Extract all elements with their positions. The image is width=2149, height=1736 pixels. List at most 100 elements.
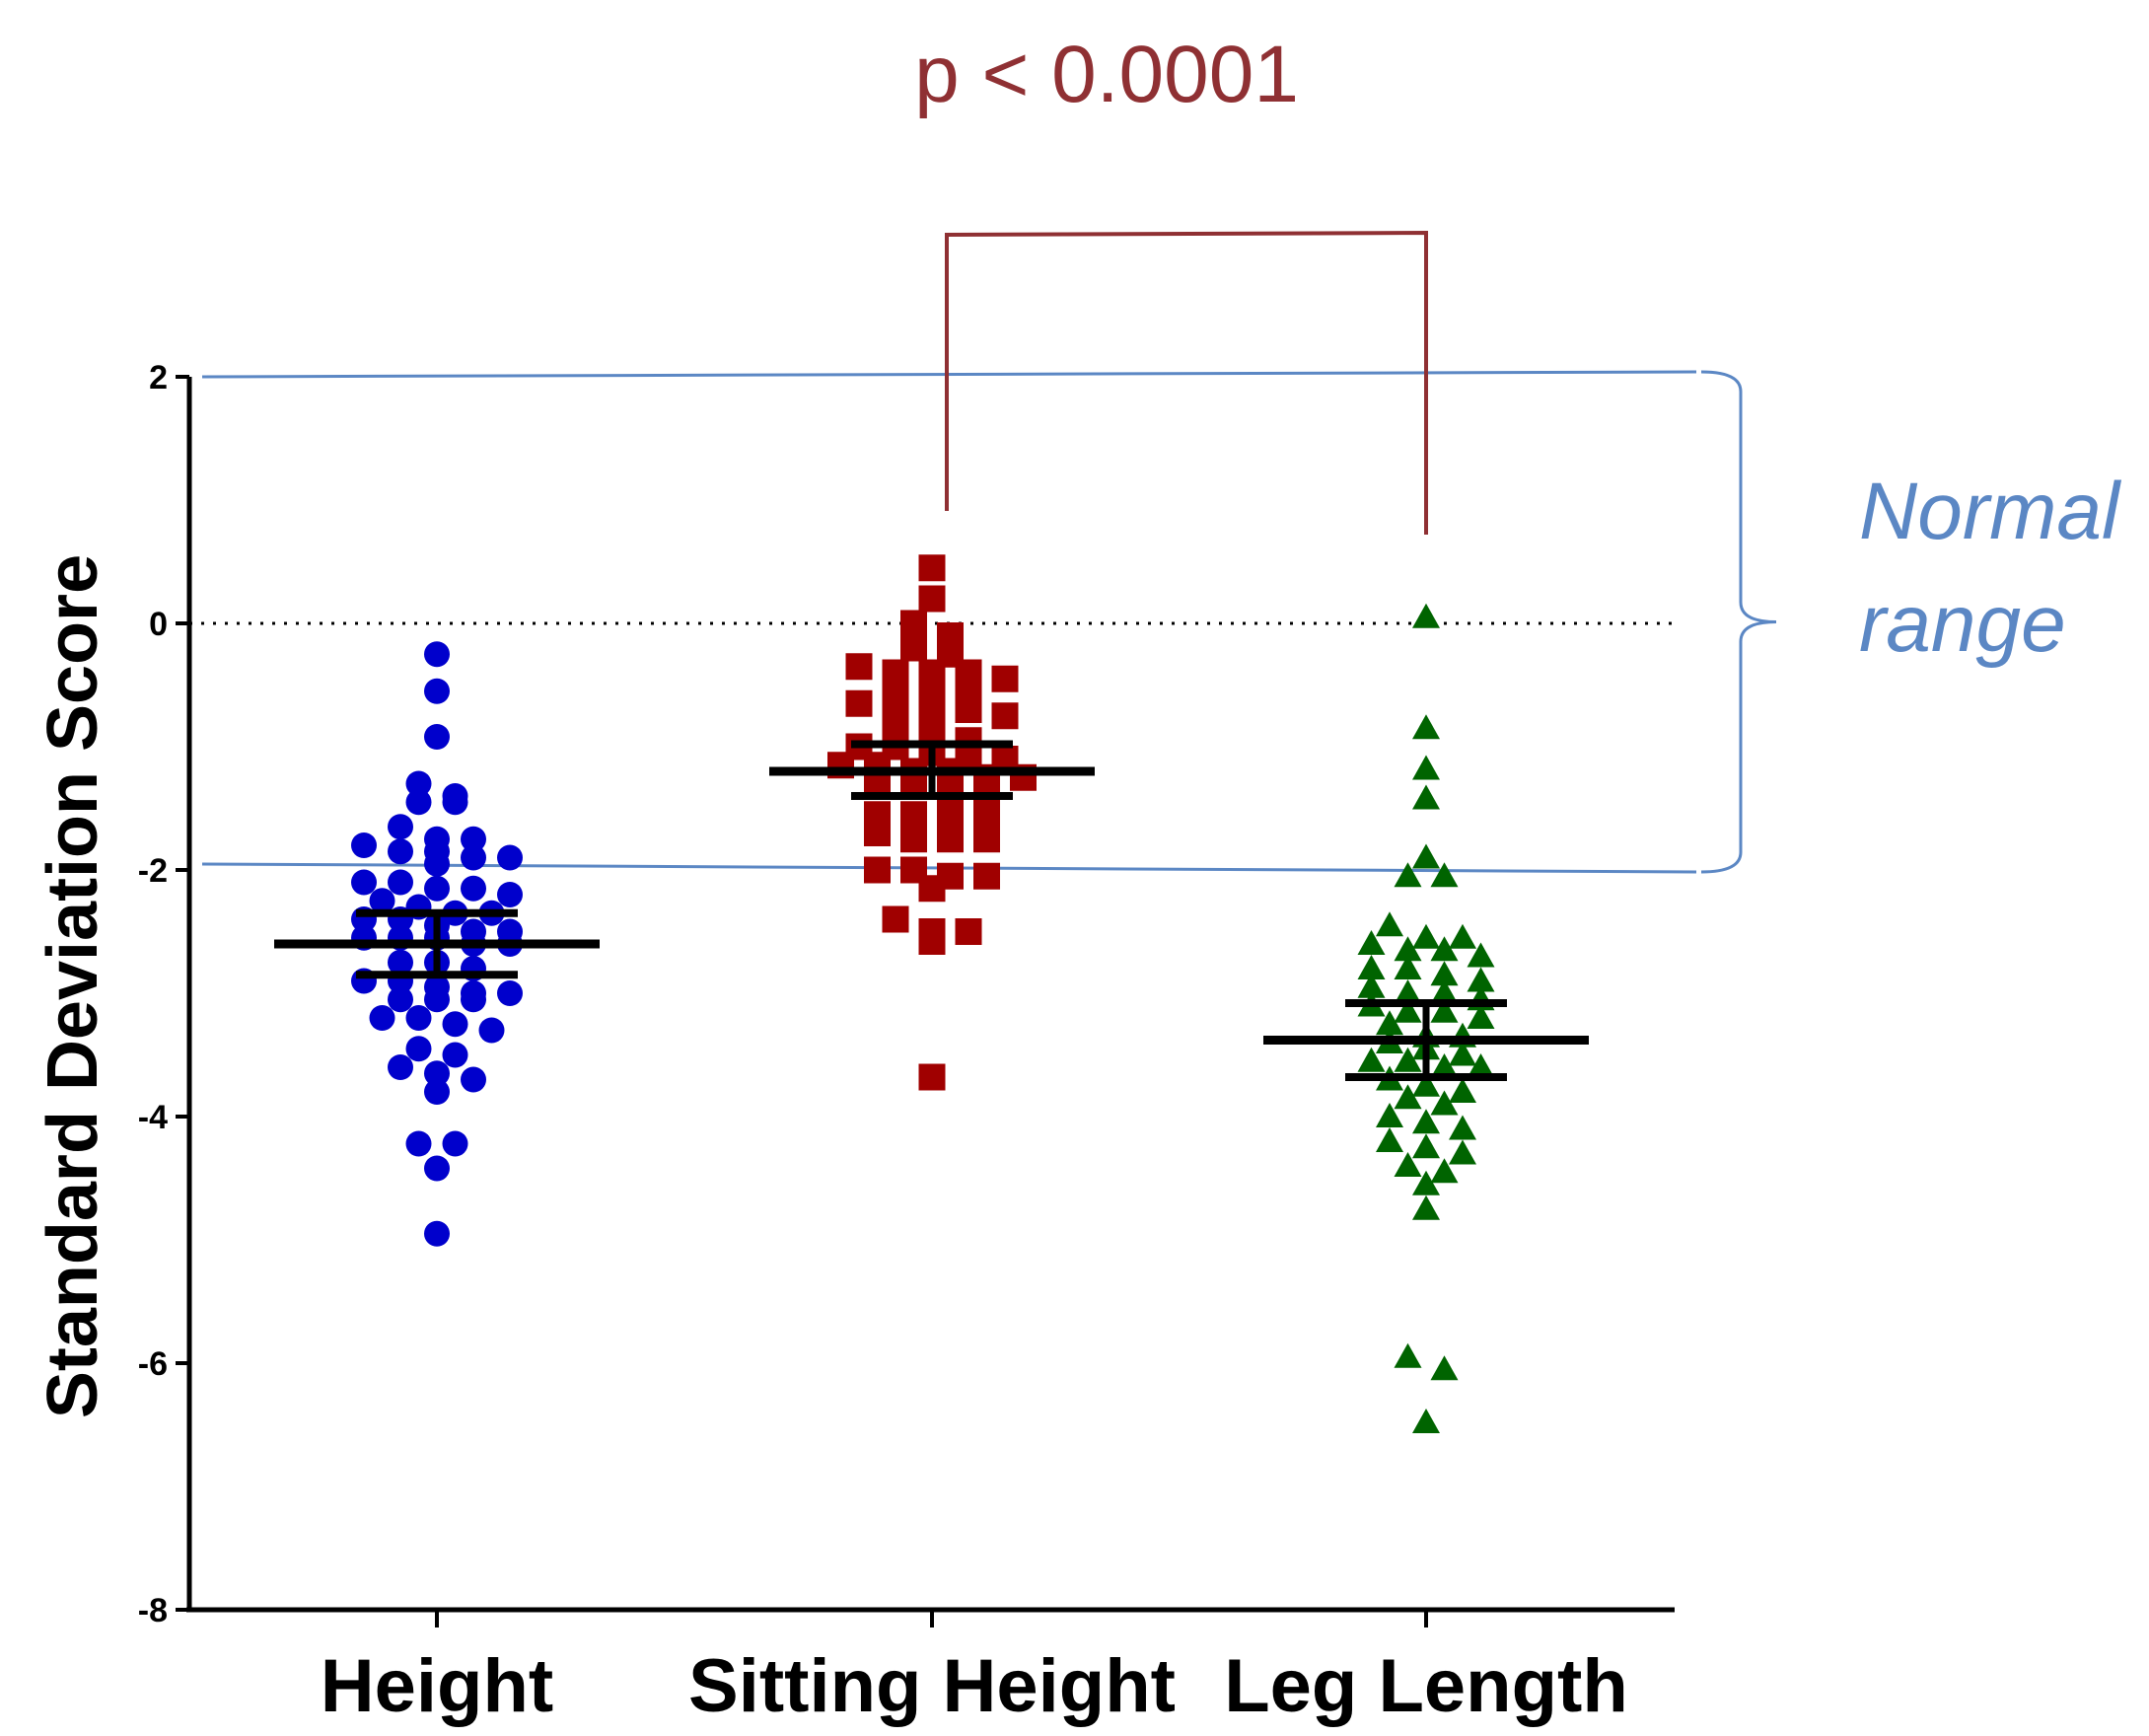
sitting-height-data-point: [918, 554, 946, 582]
leg-length-data-point: [1394, 862, 1422, 888]
leg-length-data-point: [1412, 1133, 1440, 1159]
leg-length-data-point: [1467, 967, 1495, 992]
sitting-height-data-point: [845, 653, 873, 681]
sitting-height-data-point: [955, 918, 982, 945]
height-data-point: [497, 882, 523, 907]
leg-length-data-point: [1449, 1041, 1476, 1066]
height-data-point: [405, 789, 432, 816]
leg-length-data-point: [1376, 1103, 1403, 1127]
height-data-point: [388, 949, 413, 976]
leg-length-data-point: [1394, 1084, 1422, 1110]
leg-length-data-point: [1412, 923, 1440, 949]
leg-length-data-point: [1430, 862, 1459, 888]
height-data-point: [461, 875, 486, 902]
y-tick-label: -4: [138, 1099, 168, 1136]
height-data-point: [351, 869, 377, 896]
height-data-point: [461, 844, 486, 871]
height-data-point: [424, 1155, 450, 1182]
height-data-point: [405, 770, 432, 797]
sitting-height-data-point: [900, 826, 927, 853]
height-data-point: [442, 1042, 468, 1068]
leg-length-data-point: [1357, 955, 1386, 979]
normal-range-upper-line: [201, 370, 1697, 379]
height-data-point: [405, 1005, 432, 1031]
leg-length-data-point: [1449, 1115, 1476, 1140]
leg-length-data-point: [1430, 1158, 1459, 1184]
height-data-point: [351, 832, 377, 858]
x-category-label: Height: [321, 1644, 553, 1728]
sitting-height-data-point: [882, 672, 909, 698]
sitting-height-data-point: [918, 585, 946, 613]
height-data-point: [461, 986, 486, 1013]
leg-length-data-point: [1430, 979, 1459, 1004]
p-value-label: p < 0.0001: [914, 30, 1299, 119]
leg-length-data-point: [1430, 1090, 1459, 1116]
leg-length-data-point: [1412, 1109, 1440, 1134]
sitting-height-data-point: [937, 826, 964, 853]
sitting-height-data-point: [937, 801, 964, 829]
sitting-height-data-point: [845, 689, 873, 717]
leg-length-data-point: [1412, 843, 1440, 869]
height-data-point: [424, 641, 450, 668]
height-data-point: [497, 844, 523, 871]
leg-length-data-point: [1467, 1004, 1495, 1029]
leg-length-data-point: [1412, 714, 1440, 740]
leg-length-data-point: [1430, 1355, 1459, 1381]
height-data-point: [442, 789, 468, 816]
sitting-height-data-point: [918, 1063, 946, 1091]
height-data-point: [442, 1011, 468, 1038]
height-data-point: [388, 986, 413, 1013]
height-data-point: [424, 678, 450, 704]
leg-length-data-point: [1412, 755, 1440, 780]
leg-length-data-point: [1449, 1078, 1476, 1103]
leg-length-data-point: [1412, 1409, 1440, 1433]
height-data-point: [369, 1005, 395, 1031]
normal-range-brace: [1700, 370, 1777, 874]
leg-length-data-point: [1357, 930, 1386, 955]
leg-length-data-point: [1394, 1047, 1422, 1072]
leg-length-data-point: [1430, 1053, 1459, 1078]
leg-length-data-point: [1394, 1342, 1422, 1368]
y-tick-label: 2: [149, 359, 168, 397]
height-data-point: [405, 1130, 432, 1157]
height-data-point: [424, 1060, 450, 1087]
height-data-point: [461, 826, 486, 852]
leg-length-data-point: [1412, 1194, 1440, 1220]
leg-length-data-point: [1394, 1152, 1422, 1177]
y-axis-label: Standard Deviation Score: [34, 554, 112, 1418]
leg-length-data-point: [1412, 1071, 1440, 1097]
y-tick-label: -6: [138, 1345, 168, 1383]
height-data-point: [442, 1130, 468, 1157]
sitting-height-data-point: [900, 634, 927, 662]
leg-length-data-point: [1430, 961, 1459, 986]
sitting-height-data-point: [900, 610, 927, 637]
normal-range-label-line2: range: [1859, 579, 2066, 669]
sitting-height-data-point: [882, 905, 909, 933]
sitting-height-data-point: [955, 696, 982, 723]
leg-length-data-point: [1357, 973, 1386, 998]
x-category-label: Sitting Height: [688, 1644, 1176, 1728]
height-data-point: [424, 875, 450, 902]
leg-length-data-point: [1467, 942, 1495, 968]
leg-length-data-point: [1376, 1127, 1403, 1152]
leg-length-data-point: [1430, 997, 1459, 1023]
height-data-point: [478, 1017, 505, 1044]
height-data-point: [424, 1220, 450, 1247]
sitting-height-data-point: [991, 702, 1019, 730]
y-tick-label: -8: [138, 1592, 168, 1629]
sitting-height-data-point: [864, 820, 891, 846]
leg-length-data-point: [1412, 1170, 1440, 1195]
sitting-height-data-point: [973, 862, 1000, 890]
sitting-height-data-point: [864, 856, 891, 884]
normal-range-label-line1: Normal: [1859, 467, 2122, 556]
height-data-point: [405, 1036, 432, 1062]
height-data-point: [424, 850, 450, 877]
sitting-height-data-point: [991, 665, 1019, 692]
leg-length-data-point: [1449, 1139, 1476, 1165]
sitting-height-data-point: [973, 826, 1000, 853]
height-data-point: [369, 888, 395, 914]
sitting-height-data-point: [955, 659, 982, 687]
leg-length-data-point: [1430, 936, 1459, 962]
height-data-point: [497, 980, 523, 1006]
